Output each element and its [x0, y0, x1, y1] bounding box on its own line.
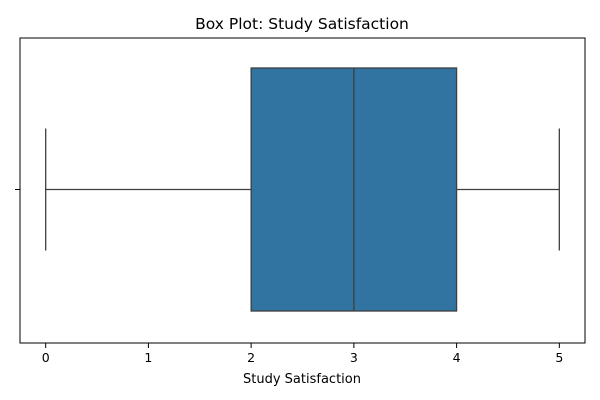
x-tick-label: 1 [144, 350, 152, 365]
x-axis-label: Study Satisfaction [243, 372, 361, 387]
x-tick-label: 3 [350, 350, 358, 365]
x-tick-label: 2 [247, 350, 255, 365]
x-tick-label: 0 [42, 350, 50, 365]
box-layer [45, 67, 560, 312]
x-tick-label: 5 [555, 350, 563, 365]
x-tick-label: 4 [453, 350, 461, 365]
x-axis: 0 1 2 3 4 5 [42, 343, 563, 365]
plot-frame [19, 37, 586, 344]
chart-title: Box Plot: Study Satisfaction [195, 15, 409, 33]
